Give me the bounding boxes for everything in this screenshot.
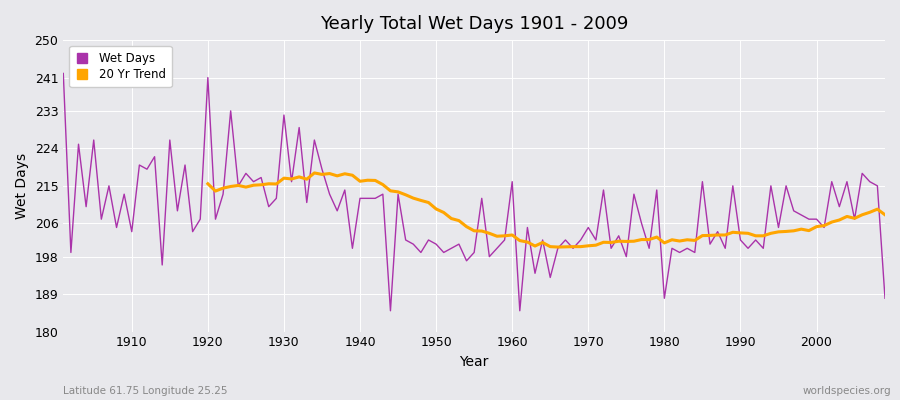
Wet Days [332,208,343,213]
20 Yr Trend [689,238,700,243]
Wet Days [515,308,526,313]
Y-axis label: Wet Days: Wet Days [15,153,29,219]
20 Yr Trend [879,212,890,217]
Wet Days [385,308,396,313]
Wet Days [879,296,890,301]
Line: 20 Yr Trend: 20 Yr Trend [208,173,885,247]
Line: Wet Days: Wet Days [63,74,885,311]
Title: Yearly Total Wet Days 1901 - 2009: Yearly Total Wet Days 1901 - 2009 [320,15,628,33]
Legend: Wet Days, 20 Yr Trend: Wet Days, 20 Yr Trend [69,46,172,87]
20 Yr Trend [796,227,806,232]
20 Yr Trend [309,170,320,175]
20 Yr Trend [553,245,563,250]
20 Yr Trend [202,181,213,186]
Wet Days [507,179,517,184]
X-axis label: Year: Year [460,355,489,369]
20 Yr Trend [293,174,304,179]
20 Yr Trend [864,210,875,215]
20 Yr Trend [416,198,427,203]
20 Yr Trend [780,229,791,234]
Wet Days [286,179,297,184]
Text: Latitude 61.75 Longitude 25.25: Latitude 61.75 Longitude 25.25 [63,386,228,396]
Wet Days [606,246,616,251]
Text: worldspecies.org: worldspecies.org [803,386,891,396]
Wet Days [119,192,130,196]
Wet Days [58,71,68,76]
